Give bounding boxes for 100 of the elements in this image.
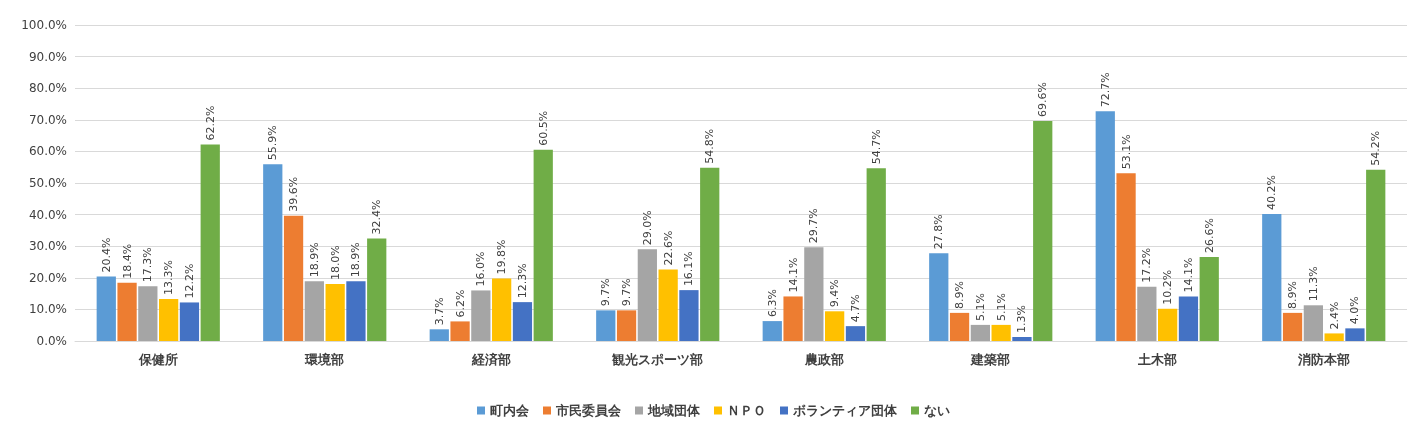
bar — [1137, 286, 1157, 341]
data-label: 9.7% — [599, 278, 613, 307]
bar — [1366, 169, 1386, 341]
bar — [1345, 328, 1365, 341]
bar — [804, 247, 824, 341]
data-label: 26.6% — [1202, 217, 1216, 253]
bar — [596, 310, 616, 341]
data-label: 16.0% — [474, 251, 488, 287]
legend-label: ボランティア団体 — [792, 403, 898, 418]
bar — [1199, 256, 1219, 341]
bar — [200, 144, 220, 341]
data-label: 29.0% — [640, 210, 654, 246]
data-label: 12.2% — [182, 263, 196, 299]
data-label: 14.1% — [1181, 257, 1195, 293]
data-label: 18.9% — [307, 242, 321, 278]
bar — [616, 310, 637, 341]
x-tick-label: 建築部 — [970, 352, 1011, 367]
bar — [679, 290, 699, 341]
data-label: 12.3% — [515, 263, 529, 299]
bar — [1012, 336, 1032, 341]
data-label: 54.7% — [869, 129, 883, 165]
x-tick-label: 観光スポーツ部 — [611, 352, 704, 367]
data-label: 2.4% — [1327, 301, 1341, 330]
bar — [762, 321, 782, 341]
data-label: 8.9% — [953, 280, 967, 309]
bar — [1116, 173, 1136, 341]
bar — [845, 326, 866, 341]
data-label: 17.3% — [141, 247, 155, 283]
y-tick-label: 20.0% — [28, 270, 67, 285]
data-label: 53.1% — [1119, 134, 1133, 170]
bar — [283, 215, 304, 341]
data-label: 5.1% — [994, 292, 1008, 321]
data-label: 18.0% — [328, 245, 342, 281]
y-tick-label: 60.0% — [28, 144, 67, 159]
y-tick-label: 50.0% — [28, 176, 67, 190]
bar — [304, 281, 324, 341]
legend-label: ない — [924, 403, 950, 418]
bar — [1095, 111, 1115, 341]
bar — [492, 278, 512, 341]
data-label: 39.6% — [287, 176, 301, 212]
bar — [179, 302, 200, 341]
data-label: 9.4% — [828, 279, 842, 308]
bar — [783, 296, 803, 341]
x-tick-label: 経済部 — [470, 352, 511, 367]
bar — [1262, 213, 1282, 341]
bar — [1033, 121, 1053, 341]
legend-label: 町内会 — [490, 403, 530, 418]
bar — [991, 324, 1011, 341]
y-tick-label: 70.0% — [28, 112, 67, 127]
data-label: 20.4% — [99, 237, 113, 273]
bar — [825, 311, 845, 341]
data-label: 54.8% — [703, 128, 717, 164]
data-label: 19.8% — [495, 239, 509, 275]
data-label: 16.1% — [682, 251, 696, 287]
bar — [512, 302, 533, 341]
x-tick-label: 消防本部 — [1296, 352, 1350, 367]
data-label: 62.2% — [203, 105, 217, 141]
x-tick-label: 土木部 — [1136, 352, 1177, 367]
bar — [450, 321, 470, 341]
bar — [96, 276, 116, 341]
data-label: 4.7% — [848, 294, 862, 323]
y-tick-label: 30.0% — [28, 239, 67, 254]
bar — [1158, 308, 1178, 341]
y-tick-label: 10.0% — [28, 302, 67, 317]
data-label: 40.2% — [1265, 175, 1279, 210]
bar — [1324, 333, 1344, 341]
y-tick-label: 80.0% — [28, 81, 67, 96]
bar — [346, 281, 366, 341]
data-label: 1.3% — [1015, 304, 1029, 333]
data-label: 4.0% — [1348, 296, 1362, 325]
bar — [1282, 312, 1303, 341]
y-tick-label: 40.0% — [28, 207, 67, 222]
bar — [929, 253, 949, 341]
data-label: 13.3% — [162, 260, 176, 295]
data-label: 18.4% — [120, 243, 134, 279]
data-label: 22.6% — [661, 230, 675, 266]
bar — [970, 324, 990, 341]
data-label: 60.5% — [536, 110, 550, 146]
data-label: 5.1% — [973, 292, 987, 321]
bar — [429, 329, 449, 341]
data-label: 17.2% — [1140, 247, 1154, 283]
legend-label: 地域団体 — [647, 403, 701, 418]
bar — [637, 249, 657, 341]
bar — [949, 312, 970, 341]
y-tick-label: 100.0% — [21, 18, 67, 32]
y-tick-label: 0.0% — [36, 334, 67, 348]
data-label: 9.7% — [620, 278, 634, 307]
data-label: 6.3% — [765, 289, 779, 318]
bar — [658, 269, 678, 341]
data-label: 27.8% — [932, 214, 946, 250]
bar — [263, 164, 283, 341]
data-label: 11.3% — [1306, 266, 1320, 302]
x-tick-label: 農政部 — [803, 352, 844, 367]
bar — [367, 238, 387, 341]
bar — [471, 290, 491, 341]
bar — [325, 284, 345, 341]
data-label: 55.9% — [266, 125, 280, 161]
data-label: 14.1% — [786, 257, 800, 293]
bar — [1303, 305, 1323, 341]
bar — [700, 167, 720, 341]
